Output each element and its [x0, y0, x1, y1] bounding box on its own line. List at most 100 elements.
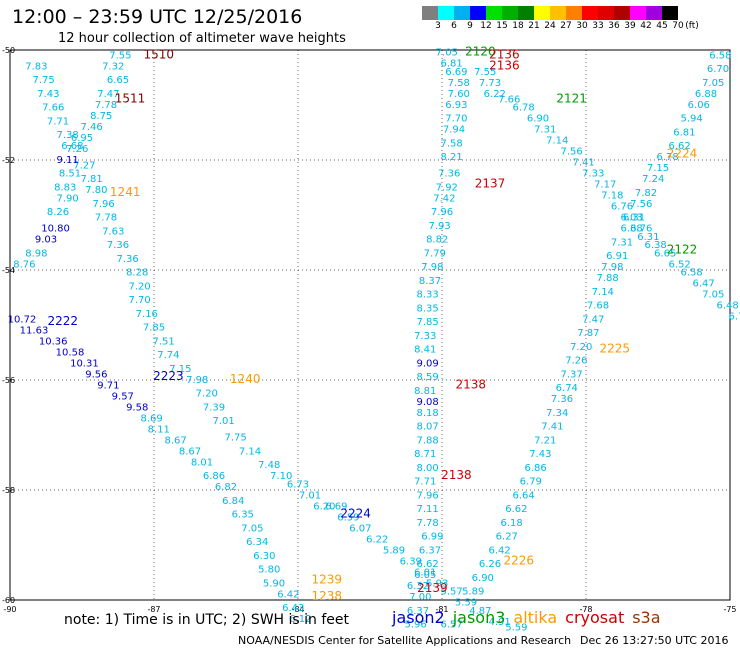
swh-value-label: 6.68 — [61, 141, 83, 152]
swh-value-label: 7.34 — [546, 408, 568, 419]
swh-value-label: 7.01 — [299, 490, 321, 501]
legend-swatch — [646, 6, 662, 20]
swh-value-label: 8.35 — [416, 303, 438, 314]
track-number-label: 2138 — [441, 468, 472, 482]
swh-value-label: 7.90 — [56, 193, 78, 204]
swh-value-label: 7.47 — [582, 314, 604, 325]
swh-value-label: 8.21 — [440, 152, 462, 163]
swh-value-label: 7.55 — [474, 67, 496, 78]
swh-value-label: 9.58 — [126, 402, 148, 413]
legend-swatch — [630, 6, 646, 20]
legend-swatch — [438, 6, 454, 20]
swh-value-label: 7.11 — [416, 504, 438, 515]
track-number-label: 2122 — [667, 243, 698, 257]
x-tick-label: -87 — [147, 605, 160, 614]
legend-swatch — [534, 6, 550, 20]
swh-value-label: 6.34 — [246, 537, 268, 548]
swh-value-label: 7.88 — [596, 273, 618, 284]
swh-value-label: 7.05 — [241, 523, 263, 534]
swh-value-label: 7.83 — [25, 61, 47, 72]
swh-value-label: 7.55 — [109, 50, 131, 61]
swh-value-label: 8.69 — [140, 413, 162, 424]
swh-value-label: 4.87 — [469, 606, 491, 617]
legend-swatch — [566, 6, 582, 20]
track-number-label: 2222 — [48, 314, 79, 328]
footer-note: note: 1) Time is in UTC; 2) SWH is in fe… — [64, 612, 350, 628]
swh-value-label: 7.51 — [152, 336, 174, 347]
swh-value-label: 7.36 — [551, 394, 573, 405]
track-number-label: 2223 — [153, 369, 184, 383]
legend-swatch — [598, 6, 614, 20]
swh-value-label: 6.86 — [203, 471, 225, 482]
track-number-label: 2226 — [504, 553, 535, 567]
track-number-label: 2121 — [556, 91, 587, 105]
swh-value-label: 7.58 — [448, 78, 470, 89]
swh-value-label: 7.05 — [702, 78, 724, 89]
swh-value-label: 6.78 — [512, 103, 534, 114]
swh-value-label: 7.70 — [445, 114, 467, 125]
swh-value-label: 6.26 — [479, 559, 501, 570]
legend-tick-label: 45 — [656, 21, 668, 31]
swh-value-label: 7.41 — [541, 422, 563, 433]
swh-value-label: 7.05 — [702, 290, 724, 301]
swh-value-label: 6.01 — [414, 567, 436, 578]
swh-value-label: 7.60 — [448, 89, 470, 100]
swh-value-label: 6.65 — [107, 75, 129, 86]
swh-value-label: 8.67 — [164, 435, 186, 446]
swh-value-label: 6.76 — [611, 202, 633, 213]
swh-value-label: 9.03 — [35, 235, 57, 246]
legend-tick-label: 42 — [640, 21, 652, 31]
y-tick-label: -50 — [2, 46, 15, 55]
swh-value-label: 6.73 — [287, 479, 309, 490]
track-number-label: 1510 — [144, 47, 175, 61]
satellite-label-altika: altika — [513, 608, 558, 627]
swh-value-label: 8.71 — [414, 449, 436, 460]
swh-value-label: 6.79 — [520, 477, 542, 488]
swh-value-label: 7.36 — [438, 169, 460, 180]
swh-value-label: 7.33 — [582, 169, 604, 180]
legend-tick-label: 39 — [624, 21, 636, 31]
swh-value-label: 6.06 — [688, 100, 710, 111]
credit-text: NOAA/NESDIS Center for Satellite Applica… — [238, 634, 572, 647]
swh-value-label: 7.74 — [157, 350, 179, 361]
legend-swatch — [422, 6, 438, 20]
x-tick-label: -84 — [291, 605, 304, 614]
swh-value-label: 7.96 — [92, 199, 114, 210]
x-tick-label: -90 — [3, 605, 16, 614]
plot-grid — [10, 50, 730, 600]
swh-value-label: 5.57 — [440, 587, 462, 598]
chart-subtitle: 12 hour collection of altimeter wave hei… — [58, 31, 346, 46]
swh-value-label: 6.86 — [524, 463, 546, 474]
swh-value-label: 7.94 — [443, 125, 465, 136]
swh-value-label: 9.56 — [85, 369, 107, 380]
legend-swatch — [502, 6, 518, 20]
swh-value-label: 8.37 — [419, 276, 441, 287]
track-number-label: 2225 — [600, 342, 631, 356]
swh-value-label: 7.85 — [143, 323, 165, 334]
swh-value-label: 7.78 — [95, 100, 117, 111]
swh-value-label: 6.58 — [709, 50, 731, 61]
swh-value-label: 7.56 — [630, 199, 652, 210]
legend-tick-label: 27 — [560, 21, 572, 31]
satellite-label-s3a: s3a — [632, 608, 661, 627]
swh-value-label: 7.26 — [565, 356, 587, 367]
swh-value-label: 6.22 — [366, 534, 388, 545]
swh-value-label: 7.14 — [592, 287, 614, 298]
swh-value-label: 7.20 — [128, 281, 150, 292]
swh-value-label: 6.20 — [313, 501, 335, 512]
legend-swatch — [486, 6, 502, 20]
swh-value-label: 7.00 — [409, 592, 431, 603]
swh-value-label: 9.57 — [112, 391, 134, 402]
track-number-label: 2224 — [667, 146, 698, 160]
swh-value-label: 6.48 — [716, 301, 738, 312]
swh-value-label: 6.95 — [71, 133, 93, 144]
swh-value-label: 6.78 — [656, 152, 678, 163]
y-tick-label: -56 — [2, 376, 15, 385]
swh-value-label: 6.30 — [253, 551, 275, 562]
swh-value-label: 7.75 — [32, 75, 54, 86]
swh-value-label: 5.94 — [680, 114, 702, 125]
swh-value-label: 7.47 — [97, 89, 119, 100]
swh-value-label: 10.80 — [41, 224, 70, 235]
swh-value-label: 7.88 — [416, 435, 438, 446]
swh-value-label: 7.14 — [546, 136, 568, 147]
